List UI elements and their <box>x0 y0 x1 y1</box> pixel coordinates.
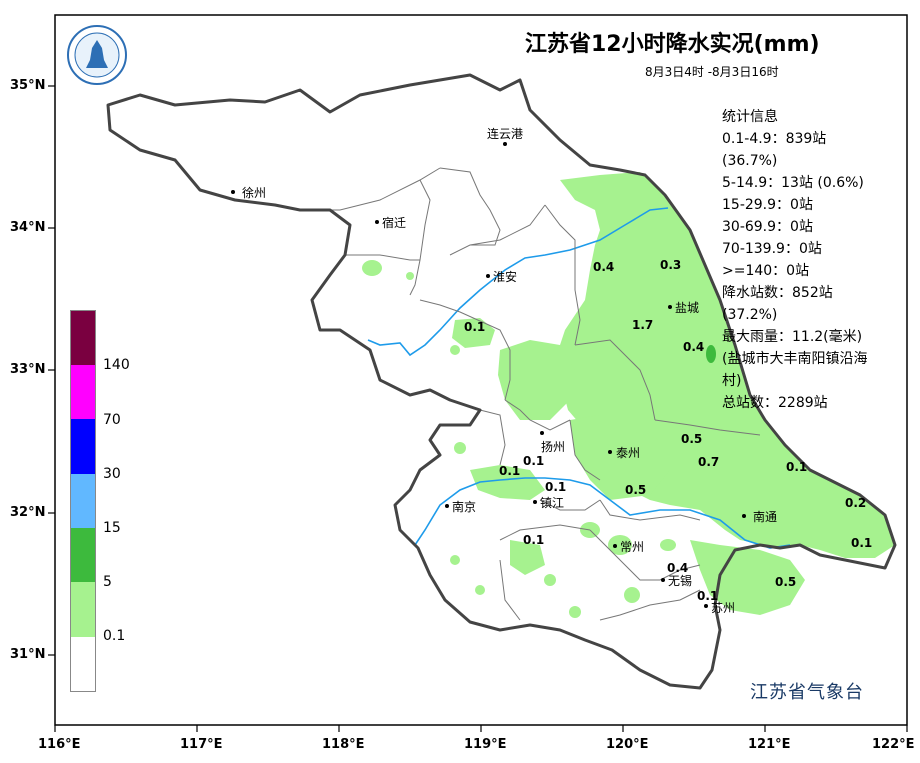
rivers <box>367 207 791 549</box>
lat-label: 31°N <box>10 647 46 662</box>
stats-line: (37.2%) <box>722 307 778 323</box>
yangtze-river <box>414 477 791 549</box>
legend-label: 70 <box>103 412 121 428</box>
station-value: 0.1 <box>786 460 807 474</box>
legend-label: 30 <box>103 466 121 482</box>
agency-name: 江苏省气象台 <box>750 682 864 703</box>
legend-label: 5 <box>103 574 112 590</box>
lat-label: 35°N <box>10 78 46 93</box>
stats-panel: 统计信息 0.1-4.9：839站 (36.7%) 5-14.9：13站 (0.… <box>722 106 902 414</box>
station-value: 0.5 <box>625 483 646 497</box>
station-value: 0.1 <box>545 480 566 494</box>
city-label: 扬州 <box>541 439 565 454</box>
legend-label: 0.1 <box>103 628 126 644</box>
station-value: 0.3 <box>660 258 681 272</box>
rain-area-yangzhou <box>570 415 670 500</box>
lat-label: 34°N <box>10 220 46 235</box>
station-value: 0.2 <box>845 496 866 510</box>
station-value: 0.1 <box>464 320 485 334</box>
rain-spot-moderate <box>706 345 716 363</box>
station-value: 0.1 <box>499 464 520 478</box>
city-label: 淮安 <box>493 269 517 284</box>
lon-label: 120°E <box>606 737 649 752</box>
station-value: 0.1 <box>851 536 872 550</box>
map-period: 8月3日4时 -8月3日16时 <box>645 65 779 79</box>
legend-swatch <box>71 311 95 365</box>
city-label: 无锡 <box>668 573 692 588</box>
city-boundaries <box>300 167 761 621</box>
city-label: 盐城 <box>675 301 699 315</box>
station-value: 0.4 <box>667 561 688 575</box>
city-label: 南京 <box>452 499 476 514</box>
stats-line: >=140：0站 <box>722 263 810 279</box>
rain-area-changzhou <box>510 540 545 575</box>
stats-line: 最大雨量：11.2(毫米) <box>722 329 863 345</box>
map-title: 江苏省12小时降水实况(mm) <box>525 32 820 57</box>
stats-line: 降水站数：852站 <box>722 285 833 301</box>
city-label: 常州 <box>620 540 644 554</box>
station-value: 0.4 <box>683 340 704 354</box>
rain-spots <box>362 260 676 618</box>
legend-swatch <box>71 637 95 691</box>
station-value: 0.1 <box>523 454 544 468</box>
color-legend <box>70 310 96 692</box>
city-label: 泰州 <box>616 446 640 460</box>
stats-line: 70-139.9：0站 <box>722 241 822 257</box>
rain-area-huaian <box>452 318 495 348</box>
huaihe-river <box>367 207 669 357</box>
lat-label: 33°N <box>10 362 46 377</box>
legend-swatch <box>71 419 95 474</box>
city-label: 苏州 <box>711 601 735 615</box>
station-value: 0.5 <box>681 432 702 446</box>
lon-label: 118°E <box>322 737 365 752</box>
city-label: 镇江 <box>540 496 564 510</box>
stats-line: 5-14.9：13站 (0.6%) <box>722 175 864 191</box>
station-values: 0.4 0.3 1.7 0.4 0.1 0.5 0.7 0.1 0.1 0.1 … <box>464 258 872 603</box>
stats-line: 总站数：2289站 <box>722 395 828 411</box>
station-value: 0.7 <box>698 455 719 469</box>
stats-line: 0.1-4.9：839站 <box>722 131 827 147</box>
station-value: 0.5 <box>775 575 796 589</box>
axis-ticks <box>48 85 908 732</box>
lon-label: 121°E <box>748 737 791 752</box>
legend-swatch <box>71 365 95 419</box>
station-value: 1.7 <box>632 318 653 332</box>
rain-area-central <box>498 340 575 420</box>
city-label: 徐州 <box>242 185 266 200</box>
station-value: 0.1 <box>697 589 718 603</box>
stats-heading: 统计信息 <box>722 109 778 125</box>
city-label: 连云港 <box>487 126 523 141</box>
stats-line: (36.7%) <box>722 153 778 169</box>
stats-line: 15-29.9：0站 <box>722 197 813 213</box>
cma-logo <box>67 25 127 85</box>
station-value: 0.4 <box>593 260 614 274</box>
stats-line: 30-69.9：0站 <box>722 219 813 235</box>
city-label: 宿迁 <box>382 215 406 230</box>
lon-label: 116°E <box>38 737 81 752</box>
province-border <box>106 73 897 690</box>
rain-area-nanjing <box>470 465 545 500</box>
stats-line: (盐城市大丰南阳镇沿海 <box>722 351 868 367</box>
lat-label: 32°N <box>10 505 46 520</box>
city-label: 南通 <box>753 509 777 524</box>
legend-swatch <box>71 528 95 582</box>
station-value: 0.1 <box>523 533 544 547</box>
rain-area-south <box>690 540 805 615</box>
legend-label: 140 <box>103 357 130 373</box>
legend-swatch <box>71 582 95 637</box>
lon-label: 119°E <box>464 737 507 752</box>
city-markers: 连云港 徐州 宿迁 淮安 盐城 扬州 泰州 南京 镇江 常州 南通 无锡 苏州 <box>231 126 777 615</box>
lon-label: 122°E <box>872 737 915 752</box>
lon-label: 117°E <box>180 737 223 752</box>
legend-label: 15 <box>103 520 121 536</box>
legend-swatch <box>71 474 95 528</box>
stats-line: 村) <box>722 373 742 389</box>
